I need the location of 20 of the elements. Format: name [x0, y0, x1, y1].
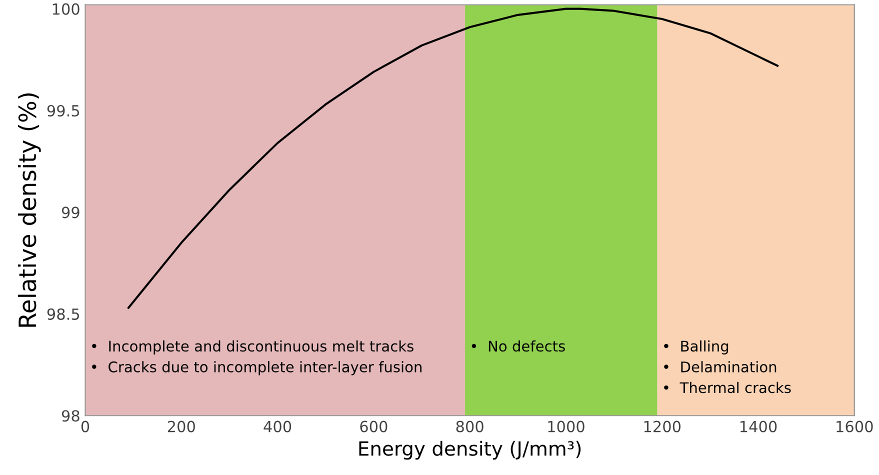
- x-axis-title: Energy density (J/mm³): [359, 440, 581, 460]
- x-tick-label: 1200: [644, 420, 681, 432]
- band-label: • No defects: [472, 340, 565, 352]
- y-tick-label: 98: [62, 410, 80, 422]
- x-tick-label: 1600: [836, 420, 873, 432]
- x-tick-label: 1000: [548, 420, 584, 432]
- x-tick-label: 800: [456, 420, 484, 432]
- y-tick-label: 98.5: [47, 308, 80, 320]
- x-tick-label: 400: [264, 420, 292, 432]
- y-tick-label: 99: [62, 206, 80, 218]
- x-tick-label: 600: [360, 420, 388, 432]
- y-tick-label: 100: [52, 3, 80, 15]
- x-tick-label: 1400: [740, 420, 777, 432]
- y-axis-title: Relative density (%): [18, 93, 41, 327]
- x-tick-label: 0: [81, 420, 90, 432]
- band-label: • Balling • Delamination • Thermal cracks: [664, 340, 791, 394]
- x-tick-label: 200: [168, 420, 195, 432]
- band-label: • Incomplete and discontinuous melt tracks • Cracks due to incomplete inter-layer fusion: [92, 340, 422, 376]
- y-tick-label: 99.5: [47, 104, 80, 117]
- line-series: [127, 8, 779, 309]
